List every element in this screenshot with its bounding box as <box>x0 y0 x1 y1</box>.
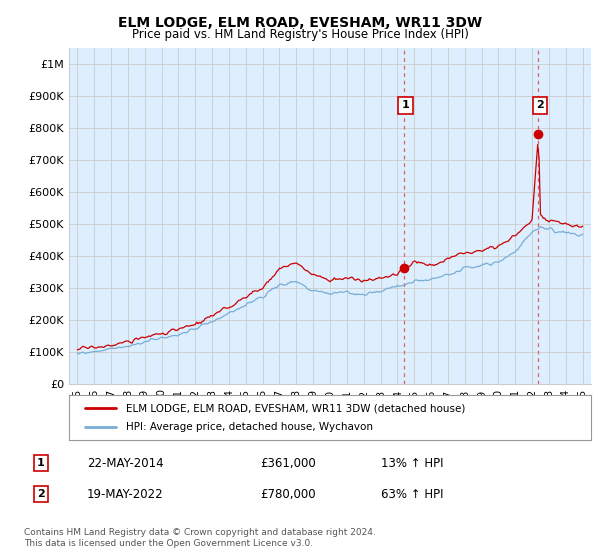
Text: 1: 1 <box>401 100 409 110</box>
Text: 2: 2 <box>536 100 544 110</box>
Text: £780,000: £780,000 <box>260 488 316 501</box>
Text: Price paid vs. HM Land Registry's House Price Index (HPI): Price paid vs. HM Land Registry's House … <box>131 28 469 41</box>
Text: 19-MAY-2022: 19-MAY-2022 <box>87 488 164 501</box>
Text: 63% ↑ HPI: 63% ↑ HPI <box>381 488 443 501</box>
Text: 2: 2 <box>37 489 45 500</box>
Text: Contains HM Land Registry data © Crown copyright and database right 2024.: Contains HM Land Registry data © Crown c… <box>24 528 376 536</box>
Text: 1: 1 <box>37 458 45 468</box>
Text: This data is licensed under the Open Government Licence v3.0.: This data is licensed under the Open Gov… <box>24 539 313 548</box>
Text: £361,000: £361,000 <box>260 457 316 470</box>
Text: 13% ↑ HPI: 13% ↑ HPI <box>381 457 443 470</box>
Text: 22-MAY-2014: 22-MAY-2014 <box>87 457 164 470</box>
Text: ELM LODGE, ELM ROAD, EVESHAM, WR11 3DW: ELM LODGE, ELM ROAD, EVESHAM, WR11 3DW <box>118 16 482 30</box>
Text: HPI: Average price, detached house, Wychavon: HPI: Average price, detached house, Wych… <box>127 422 373 432</box>
Text: ELM LODGE, ELM ROAD, EVESHAM, WR11 3DW (detached house): ELM LODGE, ELM ROAD, EVESHAM, WR11 3DW (… <box>127 403 466 413</box>
